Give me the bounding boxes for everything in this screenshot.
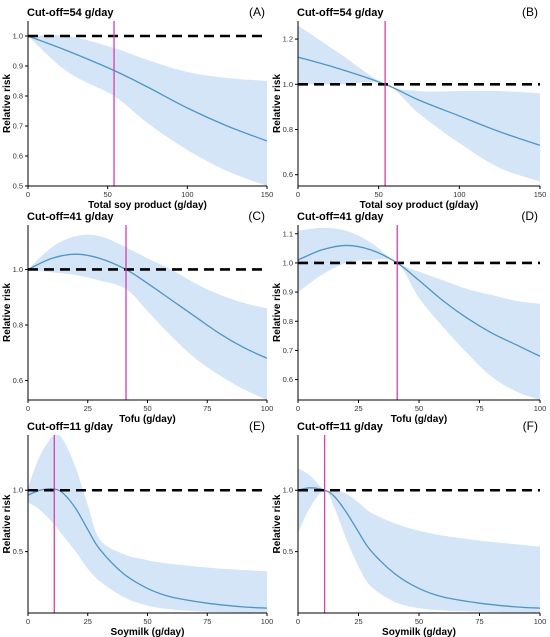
- y-tick-label: 0.5: [283, 547, 293, 556]
- y-tick-label: 1.0: [13, 486, 23, 495]
- x-tick-label: 100: [453, 190, 466, 199]
- panel-label: (D): [521, 209, 538, 223]
- x-tick-label: 150: [261, 190, 274, 199]
- y-tick-label: 1.1: [283, 229, 293, 238]
- panel-title: Cut-off=11 g/day: [297, 421, 384, 433]
- estimate-curve: [298, 56, 540, 146]
- y-tick-label: 1.2: [283, 35, 293, 44]
- panel: 0 25 50 75 100 0.6 0.8 1.0 Cut-off=41 g/day (C) To…: [2, 209, 273, 425]
- x-tick-label: 50: [415, 404, 423, 413]
- panel-title: Cut-off=54 g/day: [297, 7, 384, 19]
- panel: 0 50 100 150 0.5 0.6 0.7 0.8 0.9 1.0 Cut-off=54 g/…: [2, 5, 273, 211]
- y-tick-label: 0.5: [13, 182, 23, 191]
- y-tick-label: 1.0: [283, 258, 293, 267]
- panel-label: (A): [249, 5, 265, 19]
- panel-title: Cut-off=41 g/day: [297, 211, 384, 223]
- panel-label: (B): [522, 5, 538, 19]
- panel-title: Cut-off=41 g/day: [27, 211, 114, 223]
- panel-label: (F): [523, 419, 538, 433]
- plot-area: [28, 435, 267, 613]
- panel-title: Cut-off=54 g/day: [27, 7, 114, 19]
- x-tick-label: 50: [374, 190, 382, 199]
- x-axis-label: Tofu (g/day): [391, 414, 447, 425]
- panel: 0 50 100 150 0.6 0.8 1.0 1.2 Cut-off=54 g/day (B)…: [272, 5, 546, 211]
- plot-area: [298, 227, 540, 400]
- panel: 0 25 50 75 100 0.6 0.7 0.8 0.9 1.0 1.1 Cut-off=41 g…: [272, 209, 546, 425]
- x-tick-label: 0: [296, 617, 300, 626]
- estimate-curve: [28, 253, 267, 359]
- panel-label: (C): [248, 209, 265, 223]
- x-axis-label: Total soy product (g/day): [360, 200, 479, 211]
- x-axis-label: Soymilk (g/day): [111, 627, 185, 637]
- y-tick-label: 0.7: [283, 346, 293, 355]
- confidence-band: [28, 234, 267, 400]
- x-tick-label: 0: [296, 190, 300, 199]
- y-tick-label: 0.7: [13, 122, 23, 131]
- y-tick-label: 1.0: [13, 265, 23, 274]
- y-axis-label: Relative risk: [2, 74, 13, 133]
- confidence-band: [298, 468, 540, 613]
- x-tick-label: 100: [534, 404, 547, 413]
- x-axis-label: Tofu (g/day): [119, 414, 175, 425]
- y-tick-label: 1.0: [13, 32, 23, 41]
- confidence-band: [298, 25, 540, 182]
- plot-area: [298, 25, 540, 182]
- x-tick-label: 25: [84, 617, 92, 626]
- x-tick-label: 100: [534, 617, 547, 626]
- y-tick-label: 0.6: [13, 376, 23, 385]
- x-tick-label: 0: [296, 404, 300, 413]
- panel: 0 25 50 75 100 0.5 1.0 Cut-off=11 g/day (F) Soymi…: [272, 419, 546, 637]
- y-tick-label: 1.0: [283, 486, 293, 495]
- x-tick-label: 100: [261, 617, 274, 626]
- y-tick-label: 0.9: [13, 62, 23, 71]
- y-tick-label: 0.8: [13, 321, 23, 330]
- y-tick-label: 0.8: [283, 125, 293, 134]
- x-tick-label: 75: [203, 404, 211, 413]
- y-tick-label: 0.8: [13, 92, 23, 101]
- y-axis-label: Relative risk: [272, 74, 283, 133]
- x-tick-label: 75: [475, 404, 483, 413]
- x-tick-label: 50: [143, 404, 151, 413]
- x-tick-label: 25: [354, 617, 362, 626]
- x-tick-label: 100: [261, 404, 274, 413]
- confidence-band: [28, 35, 267, 186]
- x-tick-label: 150: [534, 190, 547, 199]
- y-tick-label: 1.0: [283, 80, 293, 89]
- x-tick-label: 50: [143, 617, 151, 626]
- x-tick-label: 50: [415, 617, 423, 626]
- x-tick-label: 75: [475, 617, 483, 626]
- x-tick-label: 25: [84, 404, 92, 413]
- y-tick-label: 0.6: [13, 152, 23, 161]
- y-axis-label: Relative risk: [2, 494, 13, 553]
- x-axis-label: Total soy product (g/day): [88, 200, 207, 211]
- plot-area: [28, 234, 267, 400]
- y-axis-label: Relative risk: [272, 283, 283, 342]
- x-tick-label: 50: [103, 190, 111, 199]
- y-tick-label: 0.6: [283, 375, 293, 384]
- plot-area: [298, 468, 540, 613]
- y-tick-label: 0.8: [283, 317, 293, 326]
- y-tick-label: 0.9: [283, 288, 293, 297]
- y-tick-label: 0.5: [13, 547, 23, 556]
- y-axis-label: Relative risk: [2, 283, 13, 342]
- x-tick-label: 25: [354, 404, 362, 413]
- x-axis-label: Soymilk (g/day): [382, 627, 456, 637]
- y-tick-label: 0.6: [283, 170, 293, 179]
- confidence-band: [298, 227, 540, 400]
- estimate-curve: [28, 35, 267, 142]
- x-tick-label: 75: [203, 617, 211, 626]
- panel: 0 25 50 75 100 0.5 1.0 Cut-off=11 g/day (E) Soymi…: [2, 419, 273, 637]
- x-tick-label: 0: [26, 617, 30, 626]
- x-tick-label: 100: [181, 190, 194, 199]
- y-axis-label: Relative risk: [272, 494, 283, 553]
- x-tick-label: 0: [26, 404, 30, 413]
- panel-label: (E): [249, 419, 265, 433]
- panel-title: Cut-off=11 g/day: [27, 421, 114, 433]
- estimate-curve: [298, 244, 540, 357]
- plot-area: [28, 34, 267, 186]
- x-tick-label: 0: [26, 190, 30, 199]
- confidence-band: [28, 435, 267, 613]
